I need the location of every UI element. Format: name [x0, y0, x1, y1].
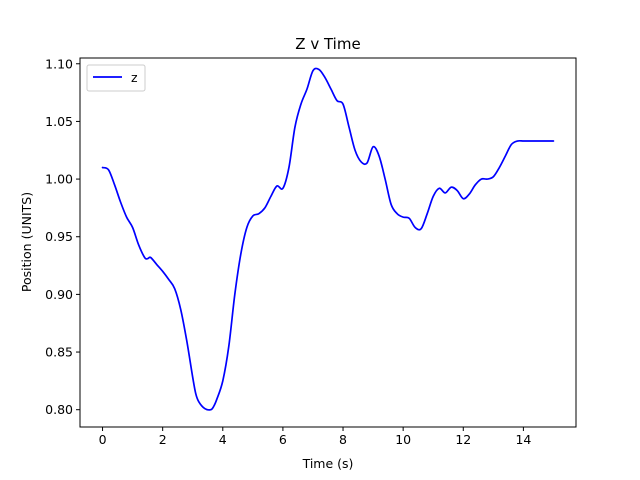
- y-tick-label: 1.05: [45, 114, 73, 129]
- chart-title: Z v Time: [295, 35, 360, 53]
- y-tick-label: 0.80: [45, 402, 73, 417]
- x-tick-label: 0: [99, 432, 107, 447]
- y-axis: 0.80 0.85 0.90 0.95 1.00 1.05 1.10: [45, 56, 80, 417]
- x-axis-label: Time (s): [302, 456, 354, 471]
- y-tick-label: 1.00: [45, 172, 73, 187]
- x-tick-label: 14: [515, 432, 531, 447]
- legend-box: [86, 64, 146, 92]
- x-tick-label: 6: [279, 432, 287, 447]
- x-tick-label: 8: [339, 432, 347, 447]
- plot-area: [101, 67, 555, 411]
- x-tick-label: 4: [219, 432, 227, 447]
- series-line-z: [101, 67, 555, 411]
- x-tick-label: 10: [395, 432, 411, 447]
- y-tick-label: 0.95: [45, 229, 73, 244]
- y-tick-label: 0.85: [45, 345, 73, 360]
- legend: z: [86, 64, 146, 92]
- legend-label-z: z: [131, 70, 138, 85]
- y-tick-label: 1.10: [45, 56, 73, 71]
- x-axis: 0 2 4 6 8 10 12 14: [99, 427, 531, 447]
- x-tick-label: 12: [455, 432, 471, 447]
- x-tick-label: 2: [159, 432, 167, 447]
- axes-frame: [79, 57, 577, 428]
- y-axis-label: Position (UNITS): [19, 192, 34, 292]
- y-tick-label: 0.90: [45, 287, 73, 302]
